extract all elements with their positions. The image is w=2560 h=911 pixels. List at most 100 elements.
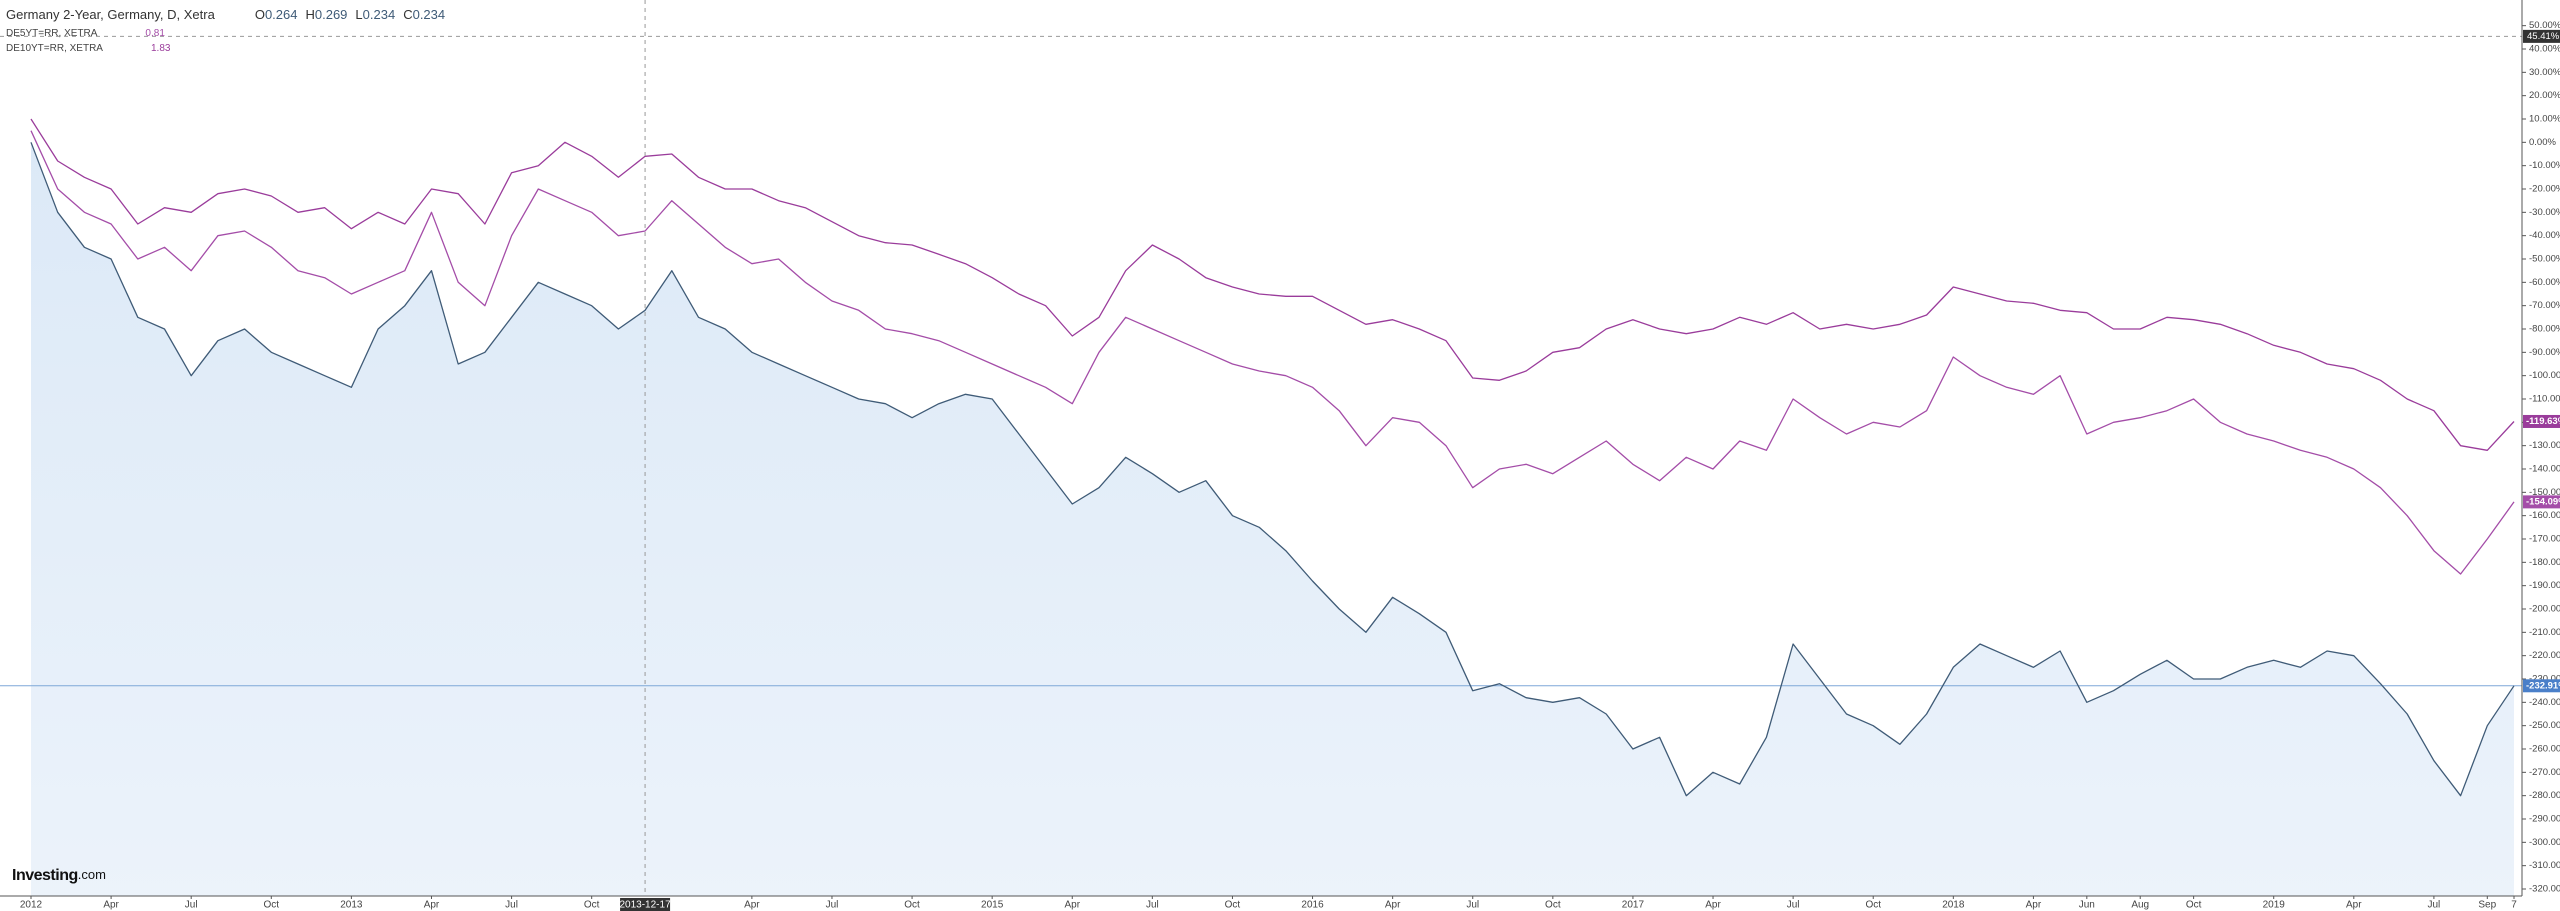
line (30, 130, 2515, 575)
ohlc-key: O (255, 7, 265, 22)
y-tick-label: -230.00% (2529, 674, 2560, 685)
y-tick-label: -140.00% (2529, 464, 2560, 475)
crosshair-x-box (620, 898, 671, 911)
x-tick-label: Oct (1545, 900, 1561, 911)
y-tick-label: 0.00% (2529, 137, 2556, 148)
y-tick-label: -150.00% (2529, 487, 2560, 498)
y-tick-label: -320.00% (2529, 884, 2560, 895)
x-tick-label: Jul (1146, 900, 1159, 911)
x-tick-label: Aug (2131, 900, 2149, 911)
legend-name: DE10YT=RR, XETRA (6, 43, 103, 54)
x-tick-label: Sep (2478, 900, 2496, 911)
x-tick-label: Jun (2079, 900, 2095, 911)
x-tick-label: 2018 (1942, 900, 1965, 911)
x-tick-label: 2017 (1622, 900, 1645, 911)
x-tick-label: Jul (185, 900, 198, 911)
ohlc-value: 0.264 (265, 7, 298, 22)
last-value-box (2523, 679, 2560, 693)
legend-name: DE5YT=RR, XETRA (6, 28, 98, 39)
y-tick-label: -20.00% (2529, 184, 2560, 195)
x-tick-label: Jul (1787, 900, 1800, 911)
last-value-label: -154.09% (2526, 496, 2560, 507)
x-tick-label: Jul (505, 900, 518, 911)
y-tick-label: -70.00% (2529, 300, 2560, 311)
area (31, 142, 2514, 897)
y-tick-label: -30.00% (2529, 207, 2560, 218)
x-tick-label: Jul (826, 900, 839, 911)
brand-suffix: .com (78, 867, 106, 882)
x-tick-label: Jul (1466, 900, 1479, 911)
ohlc-value: 0.234 (413, 7, 446, 22)
y-tick-label: 20.00% (2529, 90, 2560, 101)
legend-main: Germany 2-Year, Germany, D, Xetra O0.264 H… (6, 7, 445, 22)
y-tick-label: -100.00% (2529, 370, 2560, 381)
x-tick-label: Apr (2346, 900, 2362, 911)
legend-value: 1.83 (151, 43, 171, 54)
y-tick-label: -240.00% (2529, 697, 2560, 708)
x-tick-label: 7 (2511, 900, 2517, 911)
y-tick-label: -50.00% (2529, 254, 2560, 265)
y-tick-label: -130.00% (2529, 440, 2560, 451)
y-tick-label: -190.00% (2529, 580, 2560, 591)
x-tick-label: 2019 (2263, 900, 2286, 911)
y-tick-label: -90.00% (2529, 347, 2560, 358)
brand-name: Investing (12, 867, 78, 884)
y-tick-label: 50.00% (2529, 20, 2560, 31)
y-tick-label: -200.00% (2529, 604, 2560, 615)
crosshair-y-label: 45.41% (2527, 31, 2560, 42)
x-tick-label: 2013 (340, 900, 363, 911)
x-tick-label: Apr (2026, 900, 2042, 911)
x-tick-label: Oct (2186, 900, 2202, 911)
y-tick-label: 30.00% (2529, 67, 2560, 78)
y-tick-label: -10.00% (2529, 160, 2560, 171)
x-tick-label: Oct (1225, 900, 1241, 911)
last-value-box (2523, 414, 2560, 428)
last-value-label: -232.91% (2526, 680, 2560, 691)
legend-item: DE10YT=RR, XETRA 1.83 (6, 43, 171, 54)
axis-gutter (2523, 0, 2560, 911)
y-tick-label: -260.00% (2529, 744, 2560, 755)
y-tick-label: -40.00% (2529, 230, 2560, 241)
x-tick-label: Apr (744, 900, 760, 911)
x-tick-label: Jul (2428, 900, 2441, 911)
legend-item: DE5YT=RR, XETRA 0.81 (6, 28, 165, 39)
x-tick-label: Oct (264, 900, 280, 911)
x-tick-label: Oct (904, 900, 920, 911)
crosshair-x-label: 2013-12-17 (619, 900, 671, 911)
y-tick-label: -280.00% (2529, 790, 2560, 801)
x-tick-label: Apr (103, 900, 119, 911)
line (30, 142, 2515, 797)
x-tick-label: Oct (584, 900, 600, 911)
legend-value: 0.81 (145, 28, 165, 39)
x-tick-label: Apr (1385, 900, 1401, 911)
last-value-box (2523, 495, 2560, 509)
y-tick-label: -210.00% (2529, 627, 2560, 638)
y-tick-label: -80.00% (2529, 324, 2560, 335)
y-tick-label: -290.00% (2529, 814, 2560, 825)
x-tick-label: Oct (1865, 900, 1881, 911)
y-tick-label: -300.00% (2529, 837, 2560, 848)
last-value-label: -119.63% (2526, 416, 2560, 427)
x-tick-label: Apr (1064, 900, 1080, 911)
x-tick-label: Apr (1705, 900, 1721, 911)
ohlc-value: 0.269 (315, 7, 348, 22)
y-tick-label: -250.00% (2529, 720, 2560, 731)
y-tick-label: -170.00% (2529, 534, 2560, 545)
crosshair-y-box (2523, 29, 2560, 43)
y-tick-label: 10.00% (2529, 114, 2560, 125)
legend-name: Germany 2-Year, Germany, D, Xetra (6, 7, 216, 22)
ohlc-key: L (355, 7, 362, 22)
y-tick-label: -60.00% (2529, 277, 2560, 288)
ohlc-key: H (305, 7, 314, 22)
y-tick-label: -180.00% (2529, 557, 2560, 568)
y-tick-label: -110.00% (2529, 394, 2560, 405)
line (30, 118, 2515, 451)
y-tick-label: -160.00% (2529, 510, 2560, 521)
y-tick-label: -270.00% (2529, 767, 2560, 778)
brand: Investing.com (12, 867, 106, 884)
y-tick-label: -310.00% (2529, 860, 2560, 871)
y-tick-label: 40.00% (2529, 44, 2560, 55)
x-tick-label: 2016 (1301, 900, 1324, 911)
x-tick-label: Apr (424, 900, 440, 911)
